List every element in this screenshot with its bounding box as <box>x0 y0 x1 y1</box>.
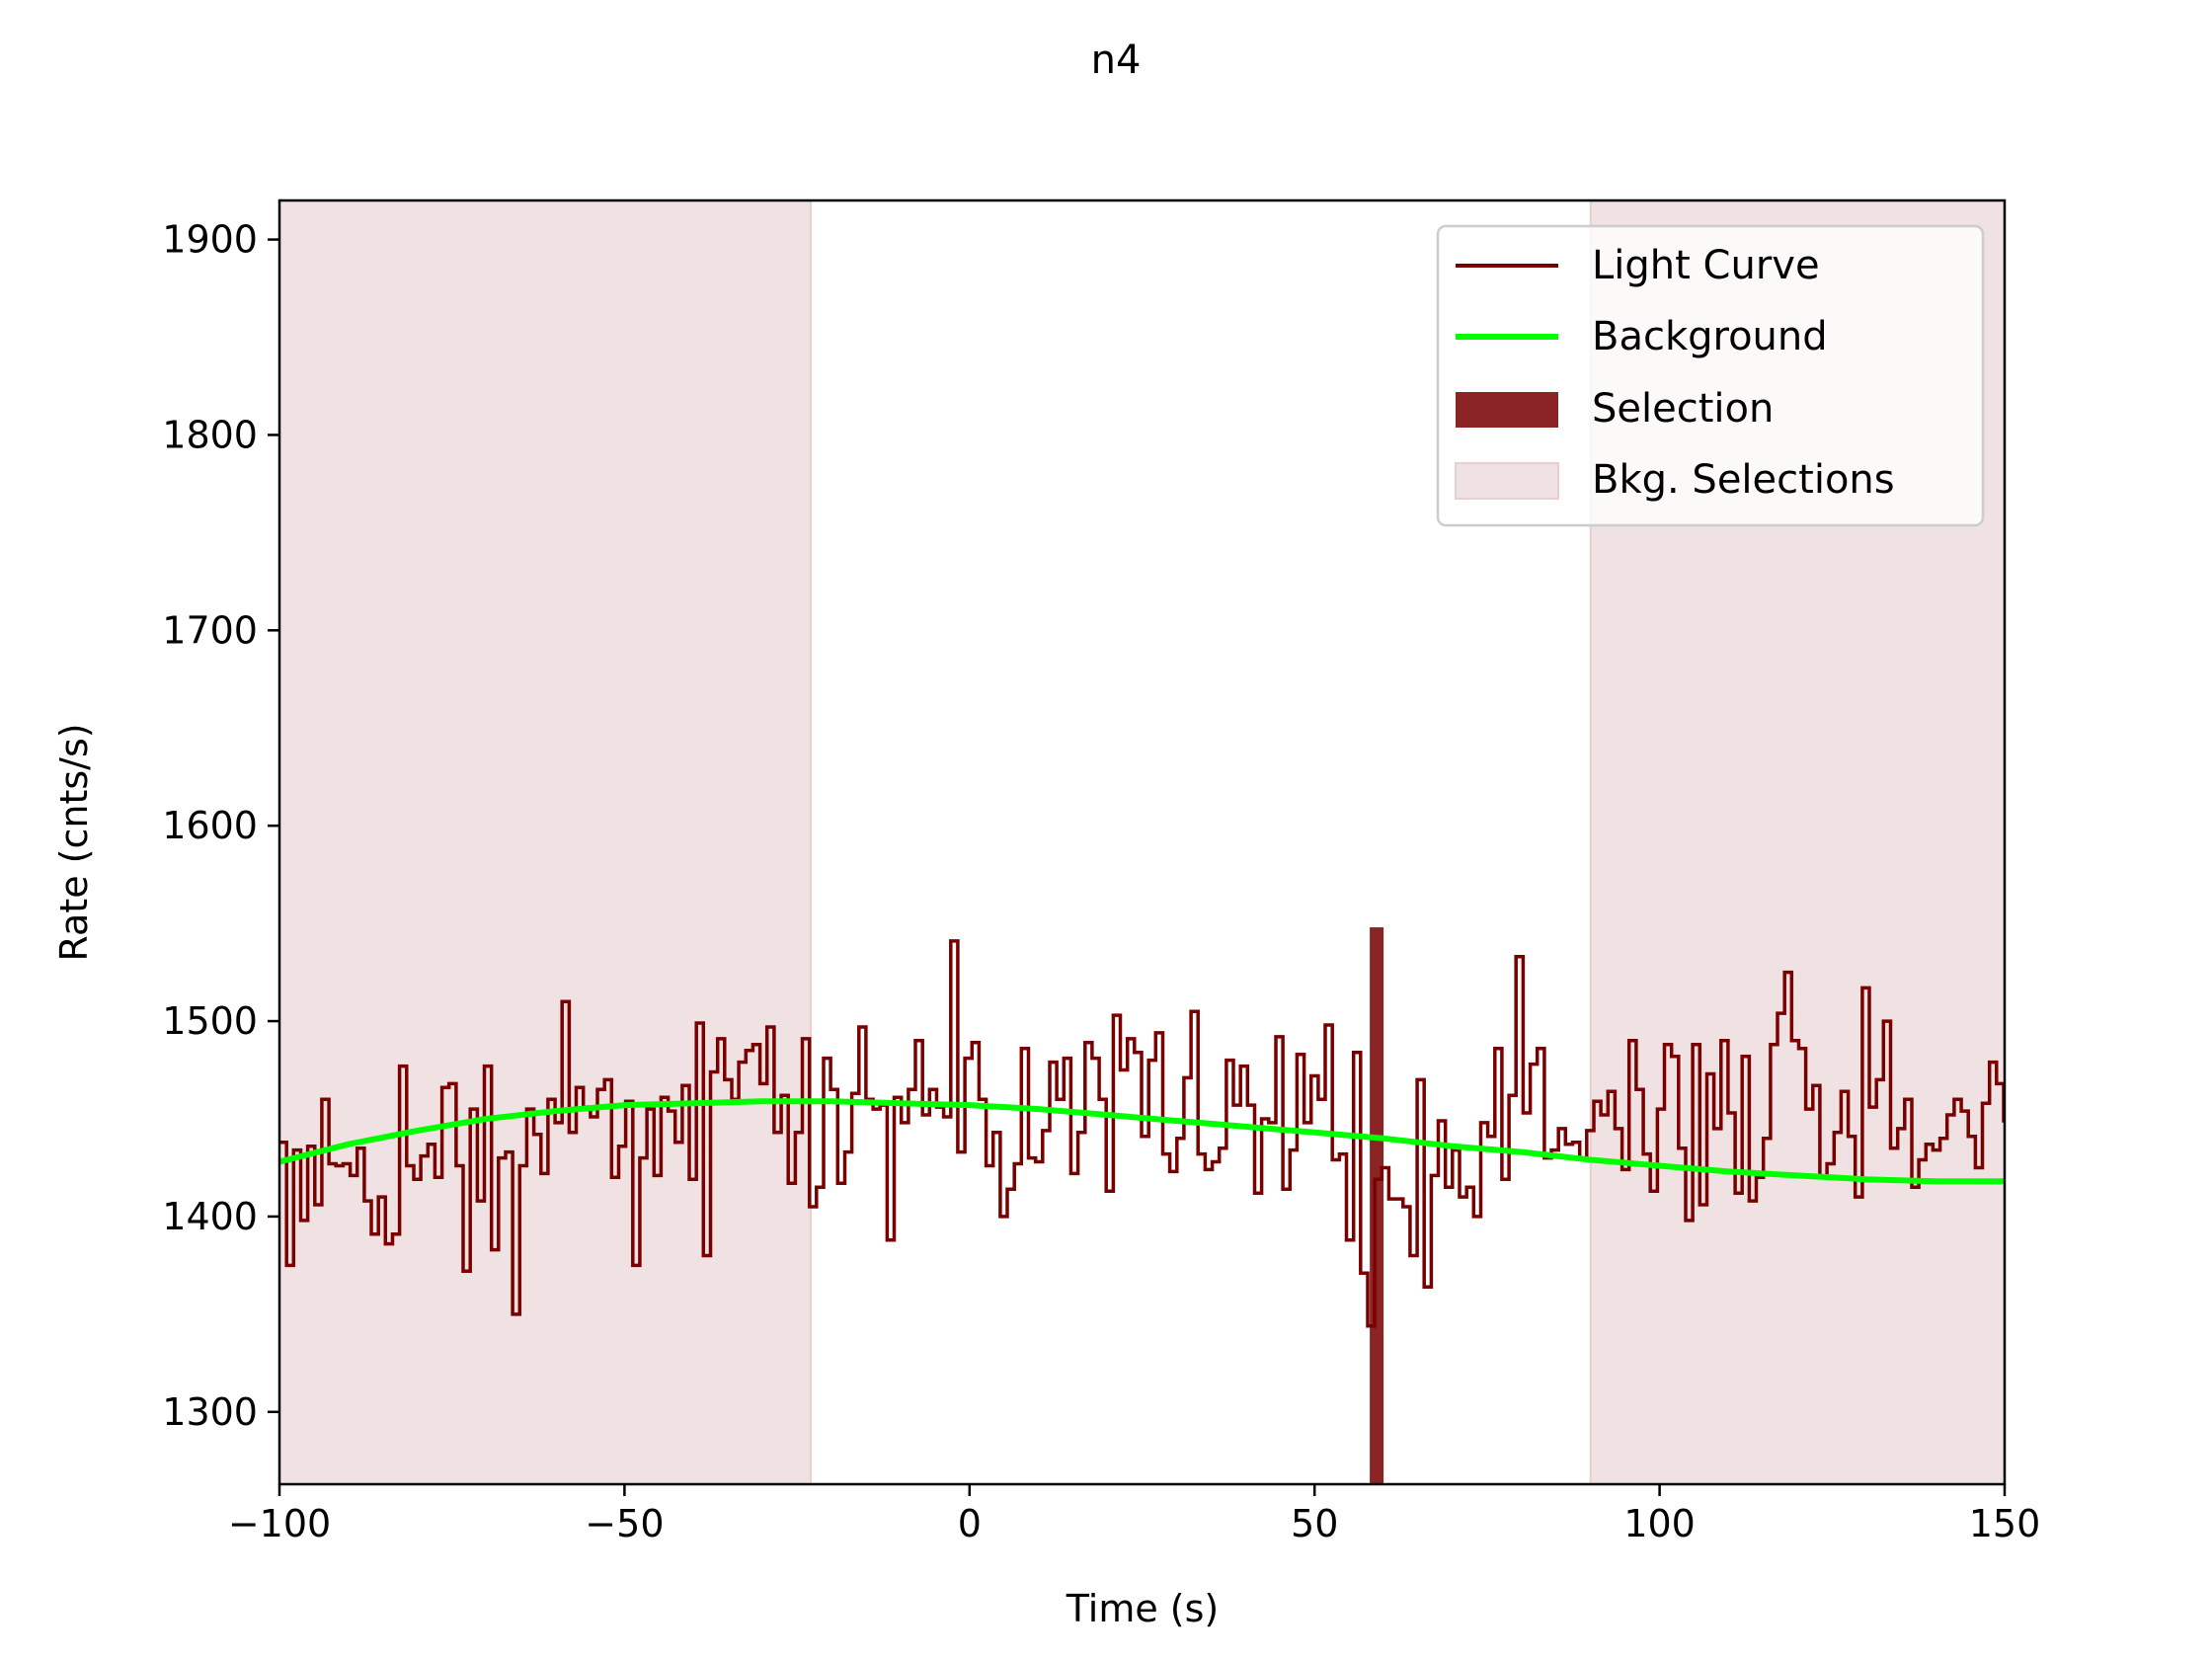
selection-layer <box>1370 927 1384 1484</box>
y-axis-label: Rate (cnts/s) <box>52 723 96 961</box>
legend-label-background: Background <box>1592 314 1828 359</box>
legend-swatch-selection <box>1456 392 1558 428</box>
legend-frame <box>1436 224 1985 527</box>
legend-label-bkg-selections: Bkg. Selections <box>1592 457 1895 503</box>
background-layer <box>279 1098 2005 1185</box>
plot-area-frame <box>277 198 2007 1486</box>
x-tick-label: 0 <box>958 1502 982 1545</box>
legend-label-light-curve: Light Curve <box>1592 243 1820 288</box>
x-axis-label: Time (s) <box>1066 1587 1220 1630</box>
legend-swatch-bkg-selections <box>1455 462 1559 500</box>
y-tick-label: 1600 <box>162 804 258 847</box>
x-tick-label: 100 <box>1623 1502 1696 1545</box>
selection-region <box>1370 927 1384 1484</box>
x-tick-label: −50 <box>585 1502 664 1545</box>
y-tick-label: 1300 <box>162 1390 258 1434</box>
y-tick-label: 1700 <box>162 608 258 652</box>
legend-label-selection: Selection <box>1592 386 1774 432</box>
bkg-selection-region <box>279 200 813 1484</box>
y-tick-label: 1500 <box>162 999 258 1043</box>
background-curve <box>279 1098 2005 1185</box>
chart-title: n4 <box>1091 38 1142 83</box>
y-tick-label: 1900 <box>162 218 258 262</box>
y-tick-label: 1400 <box>162 1195 258 1238</box>
x-tick-label: 50 <box>1291 1502 1338 1545</box>
y-tick-label: 1800 <box>162 413 258 456</box>
x-tick-label: 150 <box>1969 1502 2041 1545</box>
y-axis-ticks: 1300 1400 1500 1600 1700 1800 1900 <box>162 218 279 1434</box>
x-axis-ticks: −100 −50 0 50 100 150 <box>228 1484 2040 1545</box>
x-tick-label: −100 <box>228 1502 331 1545</box>
legend: Light Curve Background Selection Bkg. Se… <box>1436 224 1985 527</box>
